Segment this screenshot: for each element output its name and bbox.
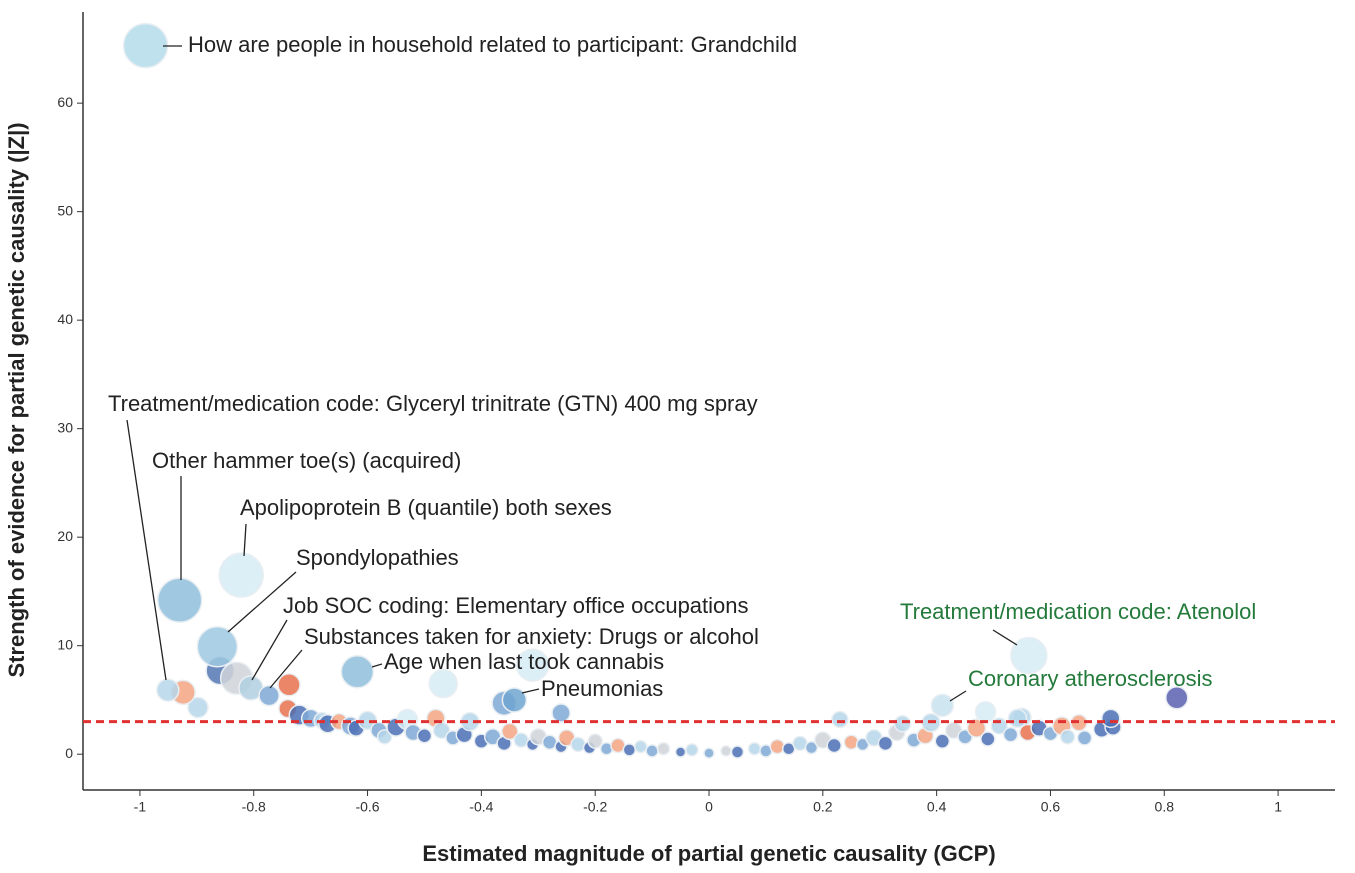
- annotation: Treatment/medication code: Atenolol: [900, 599, 1256, 624]
- bubble: [501, 687, 528, 713]
- x-tick-label: -0.2: [583, 799, 607, 815]
- bubble: [656, 742, 671, 756]
- x-tick-label: 0.4: [927, 799, 947, 815]
- bubble: [428, 668, 458, 699]
- bubble: [804, 740, 819, 755]
- bubble: [376, 729, 393, 745]
- bubble: [685, 743, 699, 757]
- annotation: How are people in household related to p…: [188, 32, 797, 57]
- bubble: [587, 733, 603, 749]
- x-tick-label: 1: [1274, 799, 1282, 815]
- bubble: [645, 744, 659, 758]
- annotation-leader: [269, 649, 303, 689]
- bubble: [831, 710, 849, 729]
- bubble: [720, 745, 732, 757]
- annotation: Apolipoprotein B (quantile) both sexes: [240, 495, 612, 520]
- bubble: [930, 693, 955, 718]
- bubble: [826, 737, 842, 754]
- x-tick-label: -1: [134, 799, 147, 815]
- annotation-leader: [371, 663, 383, 668]
- annotation-leader: [227, 571, 297, 633]
- bubble: [769, 738, 786, 755]
- bubble: [258, 684, 280, 707]
- bubble: [974, 701, 997, 723]
- annotation-leader: [251, 619, 288, 681]
- bubble: [340, 654, 375, 689]
- bubble: [218, 552, 264, 598]
- bubble: [730, 745, 745, 759]
- y-tick-label: 0: [65, 745, 73, 761]
- x-tick-label: 0.6: [1041, 799, 1061, 815]
- bubble: [1007, 708, 1028, 729]
- x-tick-label: -0.8: [242, 799, 266, 815]
- annotation: Pneumonias: [541, 676, 663, 701]
- annotation: Spondylopathies: [296, 545, 459, 570]
- bubble: [515, 648, 550, 682]
- annotation-leader: [126, 419, 167, 681]
- bubble: [196, 626, 239, 668]
- y-tick-label: 40: [57, 311, 73, 327]
- x-tick-label: -0.4: [469, 799, 493, 815]
- bubble: [1101, 708, 1121, 729]
- y-tick-label: 10: [57, 636, 73, 652]
- bubble: [551, 703, 571, 723]
- bubble: [674, 746, 687, 758]
- bubble: [1059, 729, 1076, 745]
- x-axis-title: Estimated magnitude of partial genetic c…: [422, 841, 995, 866]
- bubble: [893, 715, 912, 733]
- annotation: Job SOC coding: Elementary office occupa…: [283, 593, 749, 618]
- bubble: [633, 739, 648, 754]
- bubble: [966, 718, 987, 738]
- annotation-leader: [992, 629, 1018, 646]
- bubble: [277, 672, 301, 697]
- bubble: [1010, 636, 1048, 675]
- annotation: Coronary atherosclerosis: [968, 666, 1213, 691]
- y-tick-label: 60: [57, 94, 73, 110]
- bubble: [843, 734, 860, 751]
- bubble: [1002, 726, 1019, 743]
- y-tick-label: 20: [57, 528, 73, 544]
- annotation-leader: [243, 523, 247, 557]
- bubble: [156, 577, 203, 623]
- bubble: [1165, 686, 1189, 710]
- x-tick-label: 0.8: [1155, 799, 1175, 815]
- y-tick-label: 50: [57, 202, 73, 218]
- bubble: [622, 743, 637, 757]
- bubble: [747, 742, 762, 756]
- bubble: [156, 678, 180, 702]
- annotation: Substances taken for anxiety: Drugs or a…: [304, 624, 759, 649]
- y-axis-title: Strength of evidence for partial genetic…: [4, 122, 29, 677]
- bubble: [122, 22, 169, 69]
- annotation-leader: [949, 690, 967, 702]
- bubble: [187, 696, 209, 719]
- y-tick-label: 30: [57, 419, 73, 435]
- bubble: [934, 733, 951, 749]
- bubble: [703, 747, 715, 759]
- annotation: Other hammer toe(s) (acquired): [152, 448, 461, 473]
- annotation: Age when last took cannabis: [384, 649, 664, 674]
- annotation: Treatment/medication code: Glyceryl trin…: [108, 391, 758, 416]
- x-tick-label: -0.6: [355, 799, 379, 815]
- bubble: [877, 735, 894, 752]
- bubble: [416, 727, 433, 744]
- x-tick-label: 0: [705, 799, 713, 815]
- bubble: [980, 731, 996, 747]
- x-tick-label: 0.2: [813, 799, 833, 815]
- bubble: [1076, 730, 1093, 746]
- annotation-leader: [521, 688, 540, 694]
- bubble: [501, 722, 519, 741]
